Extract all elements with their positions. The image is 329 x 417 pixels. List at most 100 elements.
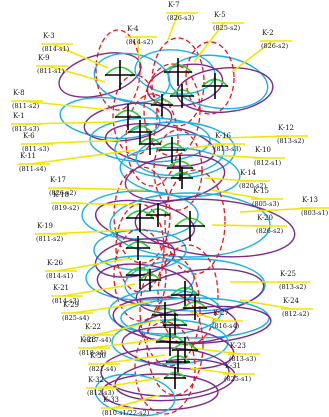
sample-point bbox=[170, 167, 194, 189]
sample-sublabel: (813-s2) bbox=[277, 137, 305, 145]
sample-sublabel: (825-s1) bbox=[224, 375, 252, 383]
sample-sublabel: (814-s1) bbox=[46, 272, 74, 280]
leader-line bbox=[193, 22, 225, 63]
sample-label: K-22 bbox=[85, 323, 101, 331]
sample-sublabel: (811-s1) bbox=[37, 67, 65, 75]
leader-line bbox=[89, 337, 171, 349]
sample-point bbox=[169, 84, 195, 108]
label-layer: K-7 (826-s3) K-5 (825-s2) K-4 (814-s2) K-3 (814… bbox=[12, 1, 329, 417]
sample-point bbox=[127, 120, 153, 144]
leader-line bbox=[94, 319, 161, 336]
sample-point bbox=[114, 104, 142, 130]
sample-sublabel: (819-s2) bbox=[52, 204, 80, 212]
sample-point bbox=[162, 313, 188, 337]
cyan-ellipse bbox=[167, 54, 269, 110]
sample-sublabel: (812-s2) bbox=[282, 310, 310, 318]
dashed-ellipse bbox=[125, 93, 179, 187]
cyan-ellipse bbox=[109, 192, 271, 258]
sample-sublabel: (826-s2) bbox=[49, 189, 77, 197]
sample-sublabel: (820-s2) bbox=[239, 182, 267, 190]
sample-sublabel: (818-s4) bbox=[79, 349, 107, 357]
leader-line bbox=[189, 367, 236, 375]
sample-label: K-1 bbox=[13, 112, 25, 120]
purple-ellipse bbox=[83, 102, 173, 142]
sample-label: K-27 bbox=[213, 309, 229, 317]
sample-sublabel: (814-s3) bbox=[52, 297, 80, 305]
leader-line bbox=[231, 40, 273, 73]
sample-sublabel: (813-s3) bbox=[229, 355, 257, 363]
sample-label: K-12 bbox=[278, 124, 294, 132]
leader-line bbox=[56, 257, 133, 272]
sample-point bbox=[201, 73, 229, 99]
sample-point bbox=[182, 296, 208, 320]
sample-sublabel: (814-s2) bbox=[126, 38, 154, 46]
leader-line bbox=[22, 100, 111, 111]
sample-point bbox=[125, 204, 155, 232]
sample-label: K-4 bbox=[127, 25, 139, 33]
leader-line bbox=[191, 347, 241, 355]
cyan-ellipse bbox=[108, 289, 222, 335]
sample-sublabel: (826-s2) bbox=[261, 42, 289, 50]
dashed-ellipse bbox=[164, 169, 226, 275]
sample-sublabel: (826-s2) bbox=[256, 227, 284, 235]
sample-label: K-10 bbox=[255, 146, 271, 154]
sample-point bbox=[158, 137, 186, 163]
sample-sublabel: (813-s3) bbox=[214, 145, 242, 153]
sample-point bbox=[174, 211, 206, 241]
sample-label: K-6 bbox=[23, 132, 35, 140]
purple-ellipse bbox=[135, 268, 265, 316]
purple-ellipse bbox=[176, 66, 274, 114]
sample-label: K-14 bbox=[240, 169, 257, 177]
sample-sublabel: (814-s1) bbox=[42, 45, 70, 53]
sample-label: K-11 bbox=[20, 152, 36, 160]
sample-sublabel: (812-s3) bbox=[87, 389, 115, 397]
leader-line bbox=[29, 149, 136, 165]
leader-line-layer bbox=[11, 12, 329, 409]
sample-label: K-9 bbox=[38, 54, 50, 62]
leader-line bbox=[47, 65, 106, 83]
sample-sublabel: (821-s4) bbox=[89, 365, 117, 373]
leader-line bbox=[62, 283, 136, 297]
sample-point bbox=[138, 133, 162, 155]
sample-sublabel: (813-s3) bbox=[12, 125, 40, 133]
leader-line bbox=[167, 12, 179, 41]
sample-point bbox=[125, 236, 151, 260]
dashed-ellipse bbox=[153, 129, 203, 211]
sample-label: K-24 bbox=[283, 297, 300, 305]
purple-ellipse bbox=[134, 198, 296, 258]
dashed-ellipse bbox=[95, 29, 141, 111]
leader-line bbox=[97, 377, 161, 389]
sample-sublabel: (817-s4) bbox=[84, 336, 112, 344]
leader-line bbox=[99, 354, 166, 365]
sample-point bbox=[150, 94, 174, 116]
sample-point bbox=[166, 155, 194, 181]
sample-label: K-33 bbox=[103, 396, 119, 404]
sample-sublabel: (811-s4) bbox=[19, 165, 47, 173]
sample-label: K-19 bbox=[37, 222, 53, 230]
sample-label: K-26 bbox=[47, 259, 64, 267]
sample-point bbox=[104, 60, 136, 90]
sample-point bbox=[163, 367, 187, 389]
sample-point bbox=[145, 203, 171, 227]
sample-point bbox=[138, 269, 162, 291]
sample-label: K-18 bbox=[53, 191, 69, 199]
sample-point bbox=[170, 281, 200, 309]
leader-line bbox=[72, 301, 151, 314]
leader-line bbox=[52, 43, 109, 69]
sample-label: K-3 bbox=[43, 32, 55, 40]
sample-label: K-29 bbox=[63, 301, 79, 309]
sample-sublabel: (805-s3) bbox=[252, 200, 280, 208]
sample-sublabel: (816-s4) bbox=[212, 322, 240, 330]
dashed-ellipse bbox=[185, 41, 235, 115]
sample-point bbox=[165, 350, 191, 374]
sample-label: K-15 bbox=[253, 187, 269, 195]
sample-label: K-5 bbox=[214, 11, 226, 19]
sample-sublabel: (811-s2) bbox=[12, 102, 40, 110]
leader-line bbox=[136, 36, 141, 63]
sample-sublabel: (803-s1) bbox=[301, 209, 329, 217]
sample-label: K-8 bbox=[13, 89, 25, 97]
sample-sublabel: (826-s3) bbox=[167, 14, 195, 22]
sample-sublabel: (810-s1/22-s2) bbox=[102, 409, 150, 417]
sample-point bbox=[163, 58, 193, 86]
